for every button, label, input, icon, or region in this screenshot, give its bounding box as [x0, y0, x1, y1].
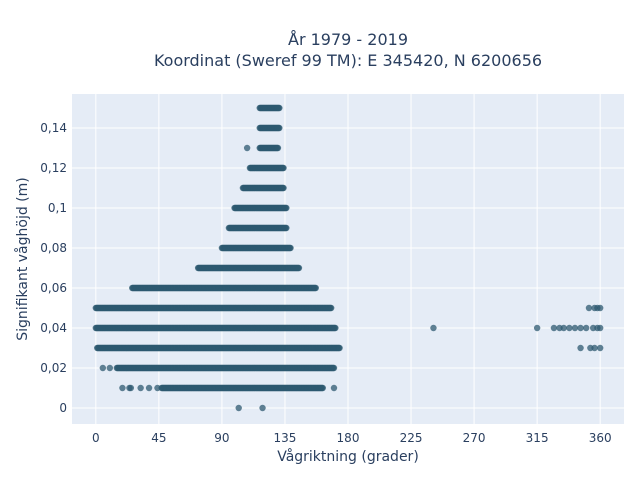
band-points: [256, 144, 282, 152]
band-points: [256, 104, 283, 112]
data-point: [330, 384, 338, 392]
data-point: [319, 384, 326, 392]
data-point: [582, 324, 590, 332]
data-point: [274, 144, 282, 152]
x-tick-label: 360: [589, 431, 612, 445]
band-points: [92, 324, 339, 332]
data-point: [283, 204, 290, 212]
data-point: [330, 364, 338, 372]
data-point: [276, 104, 283, 112]
data-point: [430, 324, 437, 332]
y-tick-label: 0: [59, 401, 67, 415]
x-tick-label: 0: [92, 431, 100, 445]
data-point: [145, 384, 153, 392]
data-point: [596, 324, 604, 332]
y-tick-label: 0,12: [40, 161, 67, 175]
gridlines: [72, 94, 624, 424]
data-point: [596, 304, 604, 312]
data-point: [235, 404, 242, 412]
data-point: [577, 344, 584, 352]
x-tick-label: 45: [151, 431, 166, 445]
data-point: [560, 324, 567, 332]
y-tick-label: 0,14: [40, 121, 67, 135]
band-points: [225, 224, 290, 232]
data-point: [243, 144, 251, 152]
data-point: [336, 344, 343, 352]
band-points: [231, 204, 290, 212]
data-points: [92, 104, 604, 412]
data-point: [106, 364, 114, 372]
data-point: [276, 124, 283, 132]
data-point: [119, 384, 126, 392]
y-tick-label: 0,04: [40, 321, 67, 335]
data-point: [571, 324, 579, 332]
data-point: [591, 344, 598, 352]
data-point: [127, 384, 135, 392]
data-point: [99, 364, 107, 372]
x-tick-label: 225: [400, 431, 423, 445]
band-points: [194, 264, 303, 272]
x-tick-label: 180: [337, 431, 360, 445]
data-point: [550, 324, 558, 332]
x-tick-label: 90: [214, 431, 229, 445]
data-point: [137, 384, 144, 392]
data-point: [295, 264, 303, 272]
data-point: [533, 324, 541, 332]
band-points: [129, 284, 319, 292]
data-point: [577, 324, 584, 332]
y-tick-label: 0,1: [48, 201, 67, 215]
band-points: [92, 304, 335, 312]
data-point: [596, 344, 604, 352]
data-point: [259, 404, 266, 412]
data-point: [283, 224, 290, 232]
y-tick-label: 0,02: [40, 361, 67, 375]
data-point: [327, 304, 335, 312]
x-axis-title: Vågriktning (grader): [277, 448, 419, 465]
y-axis-title: Signifikant våghöjd (m): [14, 177, 31, 340]
band-points: [218, 244, 294, 252]
x-tick-label: 135: [274, 431, 297, 445]
chart-title: År 1979 - 2019: [288, 30, 408, 49]
data-point: [332, 324, 339, 332]
band-points: [158, 384, 326, 392]
data-point: [287, 244, 294, 252]
data-point: [585, 304, 593, 312]
data-point: [280, 184, 287, 192]
chart-subtitle: Koordinat (Sweref 99 TM): E 345420, N 62…: [154, 51, 542, 70]
data-point: [566, 324, 573, 332]
data-point: [154, 384, 161, 392]
y-tick-label: 0,06: [40, 281, 67, 295]
x-tick-labels: 0 45 90 135 180 225 270 315 360: [92, 431, 612, 445]
band-points: [239, 184, 287, 192]
y-tick-label: 0,08: [40, 241, 67, 255]
data-point: [312, 284, 319, 292]
band-points: [113, 364, 338, 372]
band-points: [246, 164, 287, 172]
y-tick-labels: 0 0,02 0,04 0,06 0,08 0,1 0,12 0,14: [40, 121, 67, 415]
data-point: [280, 164, 287, 172]
x-tick-label: 315: [526, 431, 549, 445]
x-tick-label: 270: [463, 431, 486, 445]
band-points: [256, 124, 283, 132]
band-points: [94, 344, 343, 352]
